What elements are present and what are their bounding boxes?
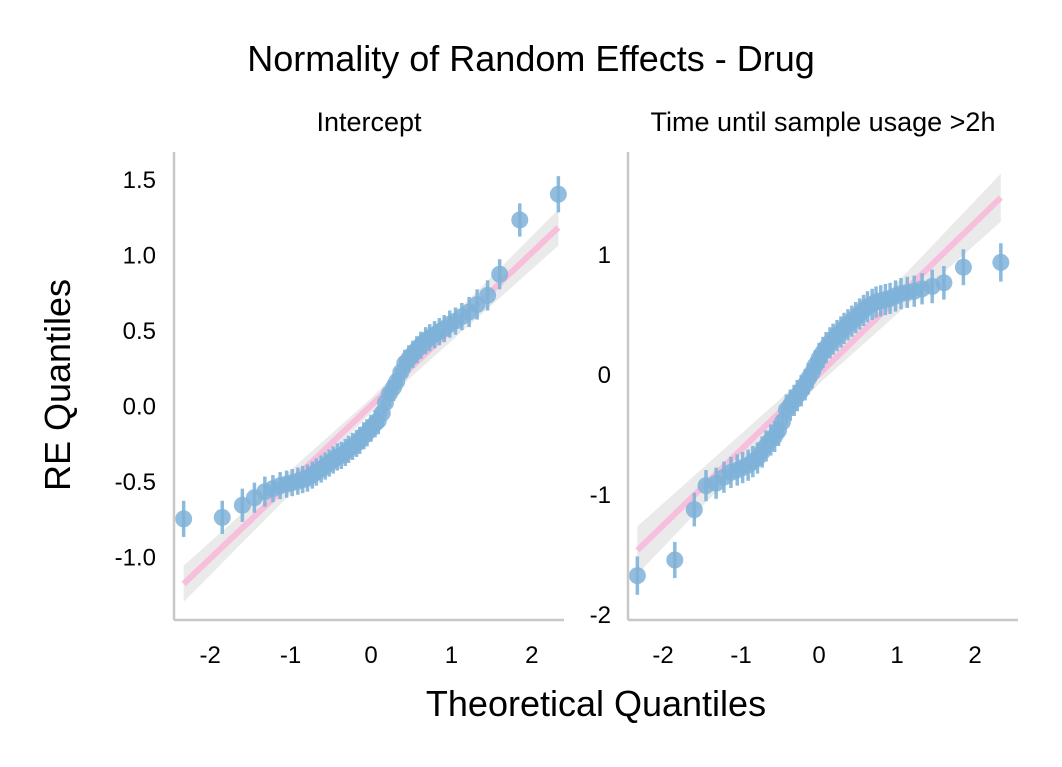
y-tick-label: -0.5 <box>115 469 156 496</box>
point-marker <box>213 508 231 526</box>
point-marker <box>511 211 529 229</box>
data-point <box>935 266 953 300</box>
reference-line <box>181 225 561 586</box>
y-tick-label: -1.0 <box>115 545 156 572</box>
points-layer <box>628 243 1010 595</box>
point-marker <box>954 258 972 276</box>
x-tick-label: 1 <box>890 642 903 669</box>
point-marker <box>685 501 703 519</box>
point-marker <box>491 265 509 283</box>
y-tick-label: 0.0 <box>123 394 156 421</box>
panel-intercept: Intercept -2 -1 0 1 2 -1.0 -0.5 0.0 0.5 1.0 1.5 <box>115 107 567 669</box>
x-tick-label: 0 <box>812 642 825 669</box>
y-tick-label: 1 <box>598 242 611 269</box>
x-tick-label: 2 <box>525 642 538 669</box>
data-point <box>175 500 193 537</box>
point-marker <box>935 274 953 292</box>
x-tick-label: 2 <box>968 642 981 669</box>
y-tick-label: 0.5 <box>123 318 156 345</box>
point-marker <box>628 567 646 585</box>
point-marker <box>549 185 567 203</box>
x-tick-label: 1 <box>445 642 458 669</box>
y-tick-label: 0 <box>598 362 611 389</box>
y-axis-label: RE Quantiles <box>37 279 78 491</box>
point-marker <box>479 286 497 304</box>
panel-title: Intercept <box>316 107 422 137</box>
points-layer <box>175 176 567 537</box>
point-marker <box>666 551 684 569</box>
x-tick-label: 0 <box>364 642 377 669</box>
data-point <box>628 556 646 595</box>
y-tick-label: 1.0 <box>123 243 156 270</box>
x-tick-label: -1 <box>280 642 301 669</box>
data-point <box>992 243 1010 282</box>
data-point <box>685 492 703 527</box>
panel-time-until-sample-usage: Time until sample usage >2h -2 -1 0 1 2 -2 -1 0… <box>590 107 1018 669</box>
axes-layer: -2 -1 0 1 2 -2 -1 0 1 <box>590 152 1018 669</box>
data-point <box>954 249 972 286</box>
x-tick-label: -2 <box>200 642 221 669</box>
x-tick-label: -1 <box>730 642 751 669</box>
y-tick-label: -2 <box>590 602 611 629</box>
data-point <box>666 542 684 578</box>
y-tick-label: 1.5 <box>123 167 156 194</box>
point-marker <box>175 510 193 528</box>
axes-layer: -2 -1 0 1 2 -1.0 -0.5 0.0 0.5 1.0 1.5 <box>115 152 564 669</box>
data-point <box>213 500 231 534</box>
y-tick-label: -1 <box>590 482 611 509</box>
point-marker <box>992 253 1010 271</box>
data-point <box>491 259 509 290</box>
figure-title: Normality of Random Effects - Drug <box>247 38 815 79</box>
x-tick-label: -2 <box>652 642 673 669</box>
panel-title: Time until sample usage >2h <box>651 107 996 137</box>
data-point <box>479 280 497 311</box>
x-axis-label: Theoretical Quantiles <box>426 683 766 724</box>
reference-line-layer <box>181 225 561 586</box>
data-point <box>549 176 567 213</box>
data-point <box>511 203 529 237</box>
